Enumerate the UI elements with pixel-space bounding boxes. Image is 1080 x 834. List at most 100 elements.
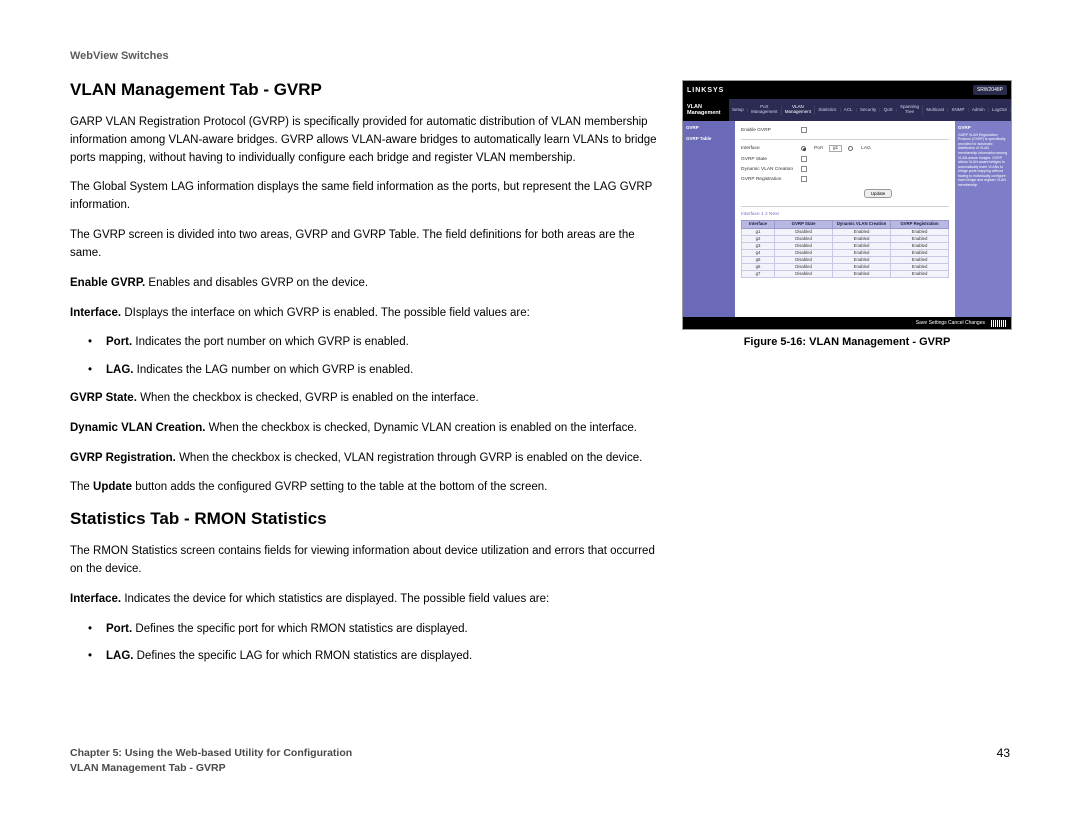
table-row: g3DisabledEnabledEnabled: [742, 242, 949, 249]
nav-tab[interactable]: LogOut: [989, 108, 1011, 113]
para: The Update button adds the configured GV…: [70, 479, 662, 497]
definition: Enable GVRP. Enables and disables GVRP o…: [70, 275, 662, 293]
table-cell: Enabled: [833, 235, 891, 242]
nav-tab[interactable]: Spanning Tree: [897, 105, 923, 115]
table-cell: Enabled: [891, 256, 949, 263]
table-cell: Enabled: [833, 256, 891, 263]
brand-logo: LINKSYS: [687, 87, 724, 94]
nav-tab[interactable]: Admin: [969, 108, 989, 113]
para: The Global System LAG information displa…: [70, 179, 662, 215]
definition: GVRP State. When the checkbox is checked…: [70, 390, 662, 408]
sidebar-item[interactable]: GVRP: [686, 125, 732, 130]
main-text-column: VLAN Management Tab - GVRP GARP VLAN Reg…: [70, 80, 662, 676]
table-row: g6DisabledEnabledEnabled: [742, 263, 949, 270]
label: Interface: [741, 146, 795, 151]
def-text: Enables and disables GVRP on the device.: [145, 277, 368, 289]
radio-port[interactable]: [801, 146, 806, 151]
bold: Update: [93, 481, 132, 493]
nav-tab[interactable]: SNMP: [948, 108, 968, 113]
definition: GVRP Registration. When the checkbox is …: [70, 450, 662, 468]
shot-sidebar: GVRP GVRP Table: [683, 121, 735, 317]
model-badge: SRW2048P: [973, 85, 1007, 95]
table-cell: g3: [742, 242, 775, 249]
table-cell: Enabled: [891, 249, 949, 256]
table-cell: Enabled: [833, 228, 891, 235]
radio-lag-label: LAG: [861, 146, 871, 151]
screenshot-gvrp: LINKSYS SRW2048P VLAN Management SetupPo…: [682, 80, 1012, 330]
def-text: When the checkbox is checked, VLAN regis…: [176, 452, 642, 464]
nav-tab[interactable]: Setup: [729, 108, 748, 113]
shot-footer: Save Settings Cancel Changes: [683, 317, 1011, 329]
def-label: Dynamic VLAN Creation.: [70, 422, 205, 434]
def-label: Interface.: [70, 593, 121, 605]
sub-bullets: Port. Indicates the port number on which…: [70, 334, 662, 380]
divider: [741, 206, 949, 207]
figure-column: LINKSYS SRW2048P VLAN Management SetupPo…: [682, 80, 1012, 676]
def-label: GVRP State.: [70, 392, 137, 404]
table-cell: Enabled: [891, 270, 949, 277]
definition: Interface. DIsplays the interface on whi…: [70, 305, 662, 323]
def-text: When the checkbox is checked, Dynamic VL…: [205, 422, 636, 434]
table-cell: Disabled: [775, 228, 833, 235]
running-head: WebView Switches: [70, 50, 1010, 62]
bullet-text: Indicates the port number on which GVRP …: [132, 336, 409, 348]
nav-tab[interactable]: Statistics: [815, 108, 840, 113]
table-header: GVRP State: [775, 221, 833, 229]
para: GARP VLAN Registration Protocol (GVRP) i…: [70, 114, 662, 167]
shot-help-panel: GVRP GARP VLAN Registration Protocol (GV…: [955, 121, 1011, 317]
form-row-gvrpstate: GVRP State: [741, 156, 949, 162]
bullet-label: Port.: [106, 623, 132, 635]
bullet-label: Port.: [106, 336, 132, 348]
text: button adds the configured GVRP setting …: [132, 481, 547, 493]
section-heading-rmon: Statistics Tab - RMON Statistics: [70, 509, 662, 529]
bullet: Port. Defines the specific port for whic…: [106, 621, 662, 639]
nav-tab[interactable]: Port Management: [748, 105, 782, 115]
label: Enable GVRP: [741, 128, 795, 133]
nav-tab[interactable]: Security: [857, 108, 881, 113]
definition: Dynamic VLAN Creation. When the checkbox…: [70, 420, 662, 438]
cisco-icon: [991, 320, 1007, 327]
radio-lag[interactable]: [848, 146, 853, 151]
table-cell: Enabled: [833, 249, 891, 256]
nav-tab[interactable]: Multicast: [923, 108, 948, 113]
shot-nav: VLAN Management SetupPort ManagementVLAN…: [683, 99, 1011, 121]
form-row-dynvlan: Dynamic VLAN Creation: [741, 166, 949, 172]
table-row: g7DisabledEnabledEnabled: [742, 270, 949, 277]
table-header: Dynamic VLAN Creation: [833, 221, 891, 229]
table-cell: g5: [742, 256, 775, 263]
checkbox-dyn-vlan[interactable]: [801, 166, 807, 172]
bullet-text: Defines the specific LAG for which RMON …: [133, 650, 472, 662]
port-select[interactable]: g1: [829, 145, 842, 152]
nav-tab[interactable]: VLAN Management: [782, 105, 816, 115]
sub-bullets: Port. Defines the specific port for whic…: [70, 621, 662, 667]
table-pager[interactable]: Interface 1 2 Next: [741, 212, 949, 217]
def-label: GVRP Registration.: [70, 452, 176, 464]
table-cell: Enabled: [833, 270, 891, 277]
def-text: When the checkbox is checked, GVRP is en…: [137, 392, 479, 404]
def-text: Indicates the device for which statistic…: [121, 593, 549, 605]
checkbox-enable-gvrp[interactable]: [801, 127, 807, 133]
checkbox-gvrp-state[interactable]: [801, 156, 807, 162]
def-text: DIsplays the interface on which GVRP is …: [121, 307, 530, 319]
label: GVRP State: [741, 157, 795, 162]
bullet-label: LAG.: [106, 364, 133, 376]
nav-tab[interactable]: QoS: [880, 108, 896, 113]
update-button[interactable]: Update: [864, 189, 893, 198]
checkbox-gvrp-reg[interactable]: [801, 176, 807, 182]
table-cell: Disabled: [775, 249, 833, 256]
footer-actions[interactable]: Save Settings Cancel Changes: [916, 320, 985, 326]
nav-tab[interactable]: ACL: [841, 108, 857, 113]
bullet: Port. Indicates the port number on which…: [106, 334, 662, 352]
sidebar-item[interactable]: GVRP Table: [686, 136, 732, 141]
label: GVRP Registration: [741, 177, 795, 182]
label: Dynamic VLAN Creation: [741, 167, 795, 172]
bullet: LAG. Indicates the LAG number on which G…: [106, 362, 662, 380]
para: The RMON Statistics screen contains fiel…: [70, 543, 662, 579]
table-cell: Enabled: [833, 263, 891, 270]
page-footer: Chapter 5: Using the Web-based Utility f…: [70, 746, 1010, 775]
definition: Interface. Indicates the device for whic…: [70, 591, 662, 609]
form-row-gvrpreg: GVRP Registration: [741, 176, 949, 182]
help-title: GVRP: [958, 125, 1008, 131]
radio-port-label: Port: [814, 146, 823, 151]
bullet-text: Defines the specific port for which RMON…: [132, 623, 468, 635]
